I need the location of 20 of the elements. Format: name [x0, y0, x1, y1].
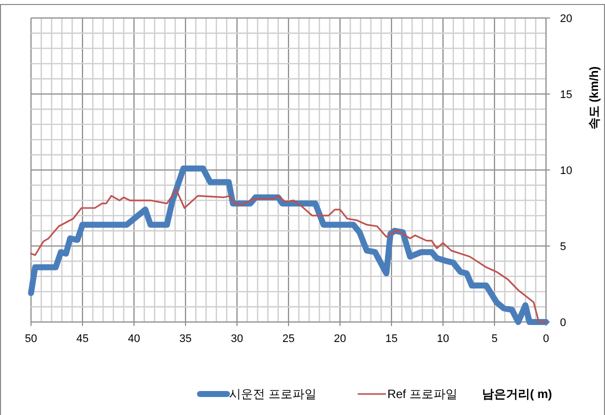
x-tick-label: 30 [230, 333, 244, 345]
y-tick-label: 0 [560, 317, 566, 329]
y-tick-label: 15 [560, 89, 572, 101]
x-axis-title: 남은거리( m) [482, 387, 552, 401]
x-tick-label: 25 [282, 333, 295, 345]
x-tick-label: 20 [334, 333, 346, 345]
y-tick-label: 20 [560, 13, 572, 25]
legend-label: Ref 프로파일 [387, 387, 458, 401]
x-tick-label: 10 [436, 333, 450, 345]
x-tick-label: 35 [179, 333, 192, 345]
x-tick-label: 40 [128, 333, 140, 345]
x-tick-label: 0 [542, 333, 550, 345]
legend-label: 시운전 프로파일 [229, 387, 316, 401]
x-tick-label: 5 [491, 333, 498, 345]
y-axis-title: 속도 (km/h) [587, 66, 601, 130]
y-tick-label: 5 [560, 241, 566, 253]
x-tick-label: 45 [76, 333, 89, 345]
x-tick-label: 15 [385, 333, 398, 345]
y-tick-label: 10 [560, 165, 572, 177]
x-tick-label: 50 [24, 333, 38, 345]
